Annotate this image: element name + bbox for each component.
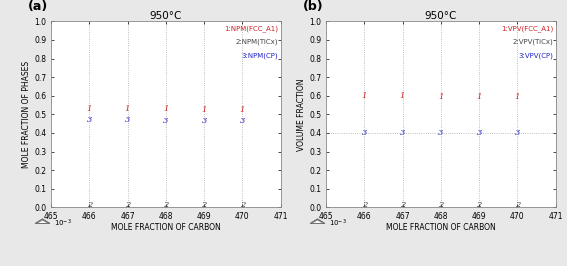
Text: 1: 1: [515, 93, 520, 101]
Text: 2: 2: [240, 201, 245, 209]
Text: 3:VPV(CP): 3:VPV(CP): [518, 53, 553, 59]
Text: 2: 2: [438, 201, 443, 209]
Title: 950°C: 950°C: [425, 10, 457, 20]
Text: (a): (a): [28, 0, 49, 13]
Text: 3: 3: [400, 129, 405, 137]
Text: $10^{-3}$: $10^{-3}$: [54, 218, 71, 229]
Text: 2: 2: [362, 201, 367, 209]
Text: 2: 2: [163, 201, 168, 209]
Text: 2: 2: [87, 201, 92, 209]
Text: 1: 1: [476, 93, 482, 101]
Text: 1:VPV(FCC_A1): 1:VPV(FCC_A1): [501, 25, 553, 32]
Text: 2: 2: [125, 201, 130, 209]
Text: 3: 3: [163, 117, 168, 124]
Text: 1: 1: [201, 106, 207, 114]
Text: 3: 3: [515, 129, 520, 137]
Text: 1: 1: [87, 105, 92, 113]
Text: 1:NPM(FCC_A1): 1:NPM(FCC_A1): [225, 25, 278, 32]
X-axis label: MOLE FRACTION OF CARBON: MOLE FRACTION OF CARBON: [111, 223, 221, 232]
Text: 1: 1: [163, 105, 168, 113]
Text: 1: 1: [438, 93, 443, 101]
Text: 3: 3: [438, 129, 443, 137]
Text: 2:NPM(TiCx): 2:NPM(TiCx): [236, 39, 278, 45]
Text: 3: 3: [125, 116, 130, 124]
Title: 950°C: 950°C: [150, 10, 182, 20]
Text: 2: 2: [515, 201, 520, 209]
X-axis label: MOLE FRACTION OF CARBON: MOLE FRACTION OF CARBON: [386, 223, 496, 232]
Text: 1: 1: [240, 106, 245, 114]
Text: 1: 1: [362, 92, 367, 100]
Text: 3: 3: [476, 129, 482, 137]
Y-axis label: VOLUME FRACTION: VOLUME FRACTION: [297, 78, 306, 151]
Text: 3:NPM(CP): 3:NPM(CP): [242, 53, 278, 59]
Text: 3: 3: [240, 117, 245, 125]
Text: 2: 2: [400, 201, 405, 209]
Text: 3: 3: [87, 116, 92, 124]
Text: 3: 3: [362, 129, 367, 137]
Text: 1: 1: [125, 105, 130, 113]
Text: (b): (b): [303, 0, 324, 13]
Text: 2: 2: [201, 201, 207, 209]
Y-axis label: MOLE FRACTION OF PHASES: MOLE FRACTION OF PHASES: [22, 61, 31, 168]
Text: 2: 2: [476, 201, 482, 209]
Text: $10^{-3}$: $10^{-3}$: [329, 218, 346, 229]
Text: 1: 1: [400, 92, 405, 100]
Text: 3: 3: [201, 117, 207, 124]
Text: 2:VPV(TiCx): 2:VPV(TiCx): [513, 39, 553, 45]
